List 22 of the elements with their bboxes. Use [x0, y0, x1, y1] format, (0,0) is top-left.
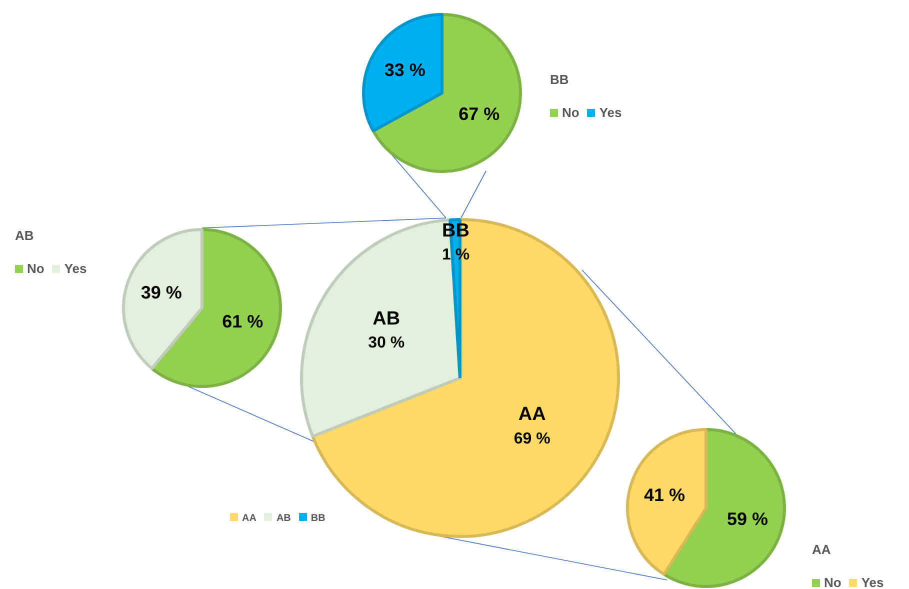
legend-label: Yes — [599, 105, 622, 120]
chart-title: AB — [15, 228, 35, 243]
legend-label: No — [27, 261, 44, 276]
legend-label: Yes — [64, 261, 87, 276]
legend-label: No — [824, 575, 842, 589]
legend-label: AA — [242, 513, 256, 524]
slice-label: AA — [518, 404, 546, 426]
legend-label: AB — [276, 513, 291, 524]
data-label: 69 % — [514, 430, 550, 448]
data-label: 33 % — [384, 60, 426, 80]
text: AA — [812, 542, 832, 557]
data-label: 30 % — [368, 334, 405, 352]
data-label: 41 % — [644, 484, 686, 505]
data-label: 61 % — [222, 312, 264, 332]
legend-label: Yes — [861, 575, 884, 589]
legend-label: No — [562, 105, 580, 120]
data-label: 39 % — [140, 282, 182, 302]
text: BB — [550, 72, 570, 87]
slice-label: AB — [372, 308, 400, 330]
data-label: 67 % — [458, 104, 500, 124]
data-label: 59 % — [726, 509, 768, 530]
legend-label: BB — [310, 513, 326, 524]
